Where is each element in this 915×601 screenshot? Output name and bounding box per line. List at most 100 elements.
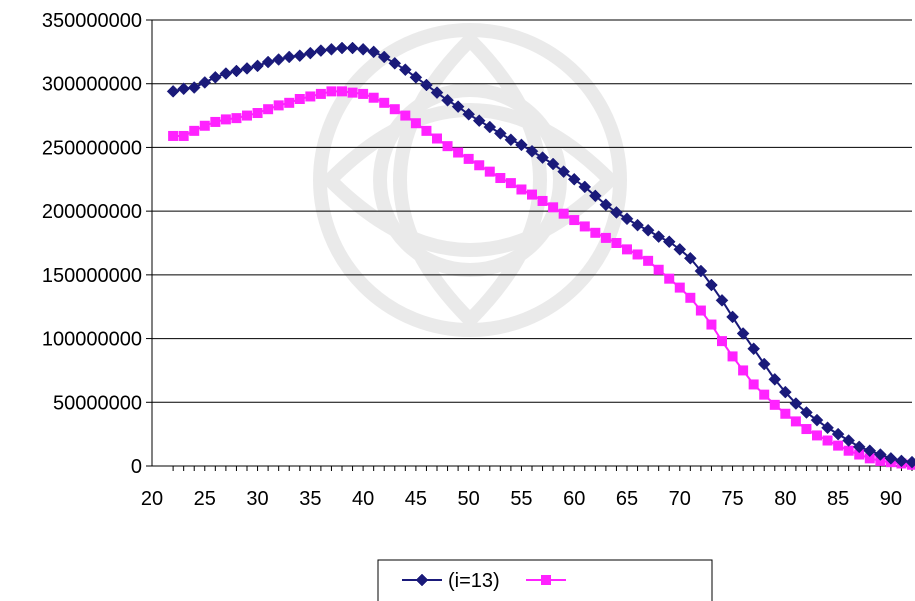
- x-tick-label: 65: [616, 488, 638, 510]
- square-data-point: [442, 141, 453, 152]
- diamond-data-point: [493, 127, 507, 140]
- diamond-data-point: [377, 50, 391, 64]
- diamond-data-point: [620, 212, 634, 226]
- diamond-data-point: [282, 50, 296, 64]
- legend-label: (i=13): [448, 570, 500, 592]
- square-data-point: [474, 160, 485, 171]
- diamond-data-point: [346, 41, 359, 55]
- x-tick-label: 80: [774, 488, 796, 510]
- legend-swatch-marker: [541, 575, 551, 585]
- square-data-point: [315, 88, 326, 99]
- diamond-data-point: [557, 165, 571, 178]
- y-tick-label: 350000000: [42, 10, 142, 32]
- diamond-data-point: [631, 218, 644, 232]
- square-data-point: [537, 195, 548, 206]
- diamond-data-point: [462, 107, 476, 121]
- y-tick-label: 150000000: [42, 265, 142, 287]
- square-data-point: [294, 94, 305, 105]
- diamond-data-point: [757, 357, 771, 371]
- square-data-point: [178, 130, 189, 141]
- square-data-point: [337, 86, 347, 97]
- diamond-data-point: [567, 172, 581, 186]
- diamond-data-point: [641, 223, 655, 237]
- square-data-point: [843, 445, 854, 456]
- legend: (i=13): [377, 559, 713, 601]
- diamond-data-point: [810, 413, 824, 427]
- square-data-point: [432, 133, 442, 144]
- diamond-data-point: [842, 434, 856, 447]
- x-tick-label: 20: [141, 488, 163, 510]
- square-data-point: [664, 273, 675, 284]
- square-data-point: [495, 173, 506, 184]
- diamond-data-point: [472, 114, 486, 128]
- square-data-point: [812, 430, 822, 441]
- square-data-point: [252, 108, 263, 119]
- diamond-data-point: [895, 454, 908, 468]
- y-tick-label: 200000000: [42, 201, 142, 223]
- diamond-data-point: [800, 406, 813, 419]
- diamond-data-point: [778, 385, 792, 399]
- diamond-data-point: [768, 372, 782, 386]
- square-data-point: [189, 125, 200, 136]
- watermark: [313, 23, 627, 337]
- x-tick-label: 70: [669, 488, 691, 510]
- square-data-point: [674, 282, 685, 293]
- diamond-data-point: [451, 100, 465, 114]
- diamond-data-point: [325, 42, 338, 56]
- x-tick-label: 60: [563, 488, 585, 510]
- square-data-point: [653, 264, 664, 275]
- diamond-data-point: [430, 86, 444, 99]
- x-tick-label: 75: [721, 488, 743, 510]
- square-data-point: [168, 130, 179, 141]
- diamond-data-point: [705, 278, 718, 292]
- diamond-data-point: [219, 67, 233, 80]
- square-data-point: [632, 249, 643, 260]
- square-data-point: [242, 110, 252, 121]
- diamond-data-point: [409, 70, 423, 84]
- diamond-data-point: [335, 41, 349, 55]
- x-tick-label: 90: [880, 488, 902, 510]
- diamond-data-point: [293, 49, 307, 63]
- diamond-data-point: [747, 342, 761, 356]
- x-tick-label: 50: [458, 488, 480, 510]
- diamond-data-point: [588, 189, 602, 203]
- legend-swatch-marker: [415, 573, 429, 587]
- x-tick-label: 85: [827, 488, 849, 510]
- diamond-data-point: [177, 82, 191, 96]
- square-data-point: [263, 104, 274, 115]
- diamond-data-point: [673, 243, 687, 256]
- square-data-point: [379, 97, 390, 108]
- x-tick-label: 25: [194, 488, 216, 510]
- square-data-point: [706, 319, 717, 330]
- diamond-data-point: [662, 235, 676, 249]
- diamond-data-point: [261, 55, 275, 69]
- diamond-data-point: [198, 76, 212, 89]
- diamond-data-point: [599, 198, 613, 212]
- diamond-data-point: [884, 452, 898, 465]
- square-data-point: [780, 408, 791, 419]
- diamond-data-point: [388, 56, 402, 70]
- diamond-data-point: [789, 397, 803, 410]
- diamond-data-point: [251, 59, 264, 73]
- square-data-point: [558, 208, 569, 219]
- square-data-point: [273, 100, 284, 111]
- square-data-point: [347, 87, 358, 98]
- square-data-point: [833, 440, 844, 451]
- diamond-data-point: [420, 78, 433, 92]
- diamond-data-point: [314, 44, 328, 57]
- y-tick-label: 0: [131, 456, 142, 478]
- diamond-data-point: [367, 45, 381, 59]
- square-data-point: [569, 215, 580, 226]
- x-tick-labels: 20 25 30 35 40 45 50 55 60 65 70 75 80 85 90: [141, 488, 902, 510]
- diamond-data-point: [166, 85, 180, 98]
- square-data-point: [579, 221, 590, 232]
- gridlines: [152, 19, 912, 403]
- square-data-point: [717, 336, 727, 347]
- diamond-data-point: [441, 93, 454, 107]
- square-data-point: [284, 97, 295, 108]
- y-tick-label: 250000000: [42, 137, 142, 159]
- square-data-point: [643, 255, 654, 266]
- y-tick-label: 300000000: [42, 74, 142, 96]
